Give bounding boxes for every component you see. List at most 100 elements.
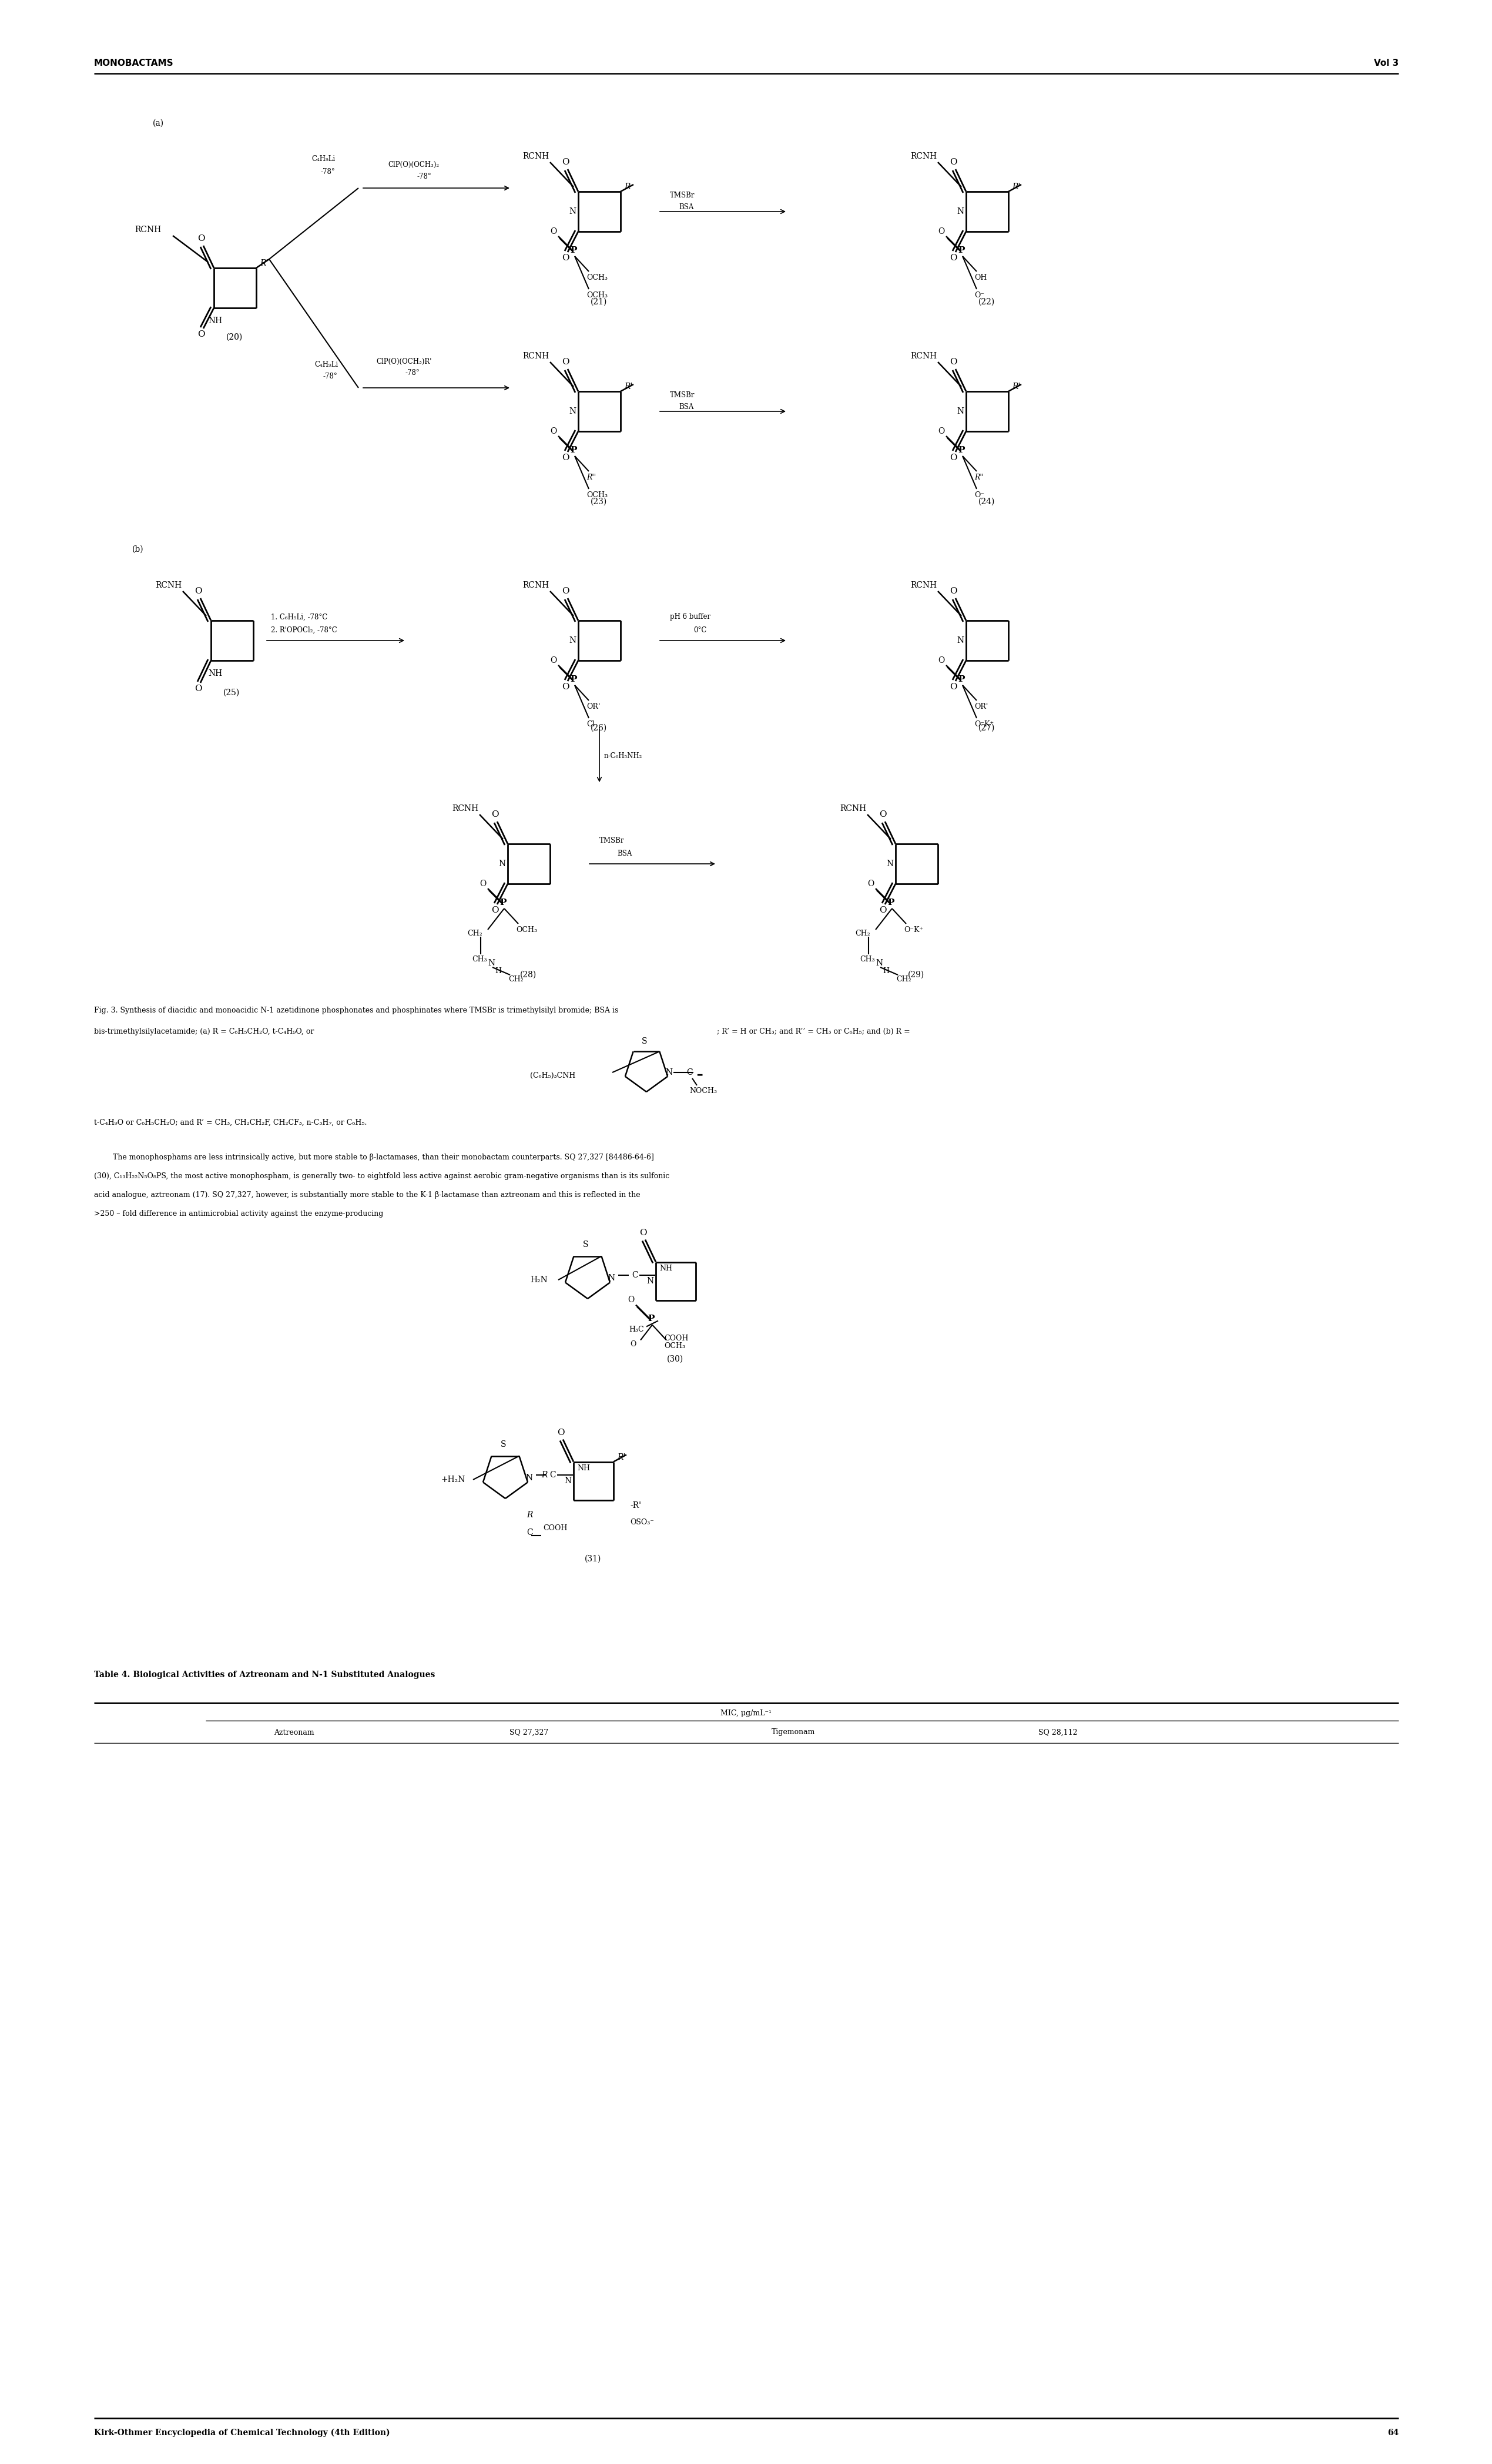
Text: O: O [194,685,201,692]
Text: COOH: COOH [543,1525,567,1533]
Text: C₄H₉Li: C₄H₉Li [312,155,336,163]
Text: BSA: BSA [679,402,694,411]
Text: RCNH: RCNH [840,803,867,813]
Text: S: S [501,1441,506,1449]
Text: (30): (30) [667,1355,683,1363]
Text: O: O [551,426,557,436]
Text: (28): (28) [521,971,537,978]
Text: ClP(O)(OCH₃)R': ClP(O)(OCH₃)R' [376,357,431,365]
Text: O: O [949,357,956,367]
Text: P: P [958,675,965,683]
Text: CH₂: CH₂ [509,976,524,983]
Text: P: P [570,675,577,683]
Text: NH: NH [207,318,222,325]
Text: (27): (27) [979,724,995,732]
Text: 64: 64 [1388,2430,1398,2437]
Text: N: N [568,636,576,646]
Text: O: O [879,907,886,914]
Text: N: N [886,860,894,867]
Text: n-C₆H₅NH₂: n-C₆H₅NH₂ [604,752,643,759]
Text: -78°: -78° [406,370,421,377]
Text: -78°: -78° [418,172,431,180]
Text: O: O [562,683,568,690]
Text: P: P [570,446,577,453]
Text: Fig. 3. Synthesis of diacidic and monoacidic N-1 azetidinone phosphonates and ph: Fig. 3. Synthesis of diacidic and monoac… [94,1008,618,1015]
Text: NH: NH [659,1264,673,1271]
Text: N: N [876,958,883,968]
Text: O: O [628,1296,634,1303]
Text: (30), C₁₃H₂₂N₅O₈PS, the most active monophospham, is generally two- to eightfold: (30), C₁₃H₂₂N₅O₈PS, the most active mono… [94,1173,670,1180]
Text: O⁻K⁺: O⁻K⁺ [904,926,924,934]
Text: +H₂N: +H₂N [440,1476,466,1483]
Text: Tigemonam: Tigemonam [771,1730,815,1737]
Text: P: P [570,246,577,254]
Text: N: N [568,407,576,416]
Text: SQ 28,112: SQ 28,112 [1038,1730,1077,1737]
Text: (29): (29) [909,971,925,978]
Text: C: C [549,1471,555,1478]
Text: OSO₃⁻: OSO₃⁻ [630,1518,653,1525]
Text: O: O [562,357,568,367]
Text: OCH₃: OCH₃ [516,926,537,934]
Text: OCH₃: OCH₃ [586,274,607,281]
Text: bis-trimethylsilylacetamide; (a) R = C₆H₅CH₂O, t-C₄H₉O, or: bis-trimethylsilylacetamide; (a) R = C₆H… [94,1027,313,1035]
Text: CH₃: CH₃ [471,956,486,963]
Text: O: O [879,811,886,818]
Text: Aztreonam: Aztreonam [273,1730,313,1737]
Text: R': R' [260,259,269,269]
Text: RCNH: RCNH [910,582,937,589]
Text: O: O [197,234,204,241]
Text: R': R' [618,1454,625,1461]
Text: t-C₄H₉O or C₆H₅CH₂O; and R’ = CH₃, CH₂CH₂F, CH₂CF₃, n-C₃H₇, or C₆H₅.: t-C₄H₉O or C₆H₅CH₂O; and R’ = CH₃, CH₂CH… [94,1119,367,1126]
Text: RCNH: RCNH [522,352,549,360]
Text: S: S [642,1037,648,1045]
Text: (25): (25) [224,690,240,697]
Text: RCNH: RCNH [910,153,937,160]
Text: O: O [562,254,568,261]
Text: N: N [607,1274,615,1281]
Text: -78°: -78° [321,168,334,175]
Text: Table 4. Biological Activities of Aztreonam and N-1 Substituted Analogues: Table 4. Biological Activities of Aztreo… [94,1671,436,1678]
Text: C₄H₉Li: C₄H₉Li [315,360,339,367]
Text: O: O [562,453,568,461]
Text: O: O [562,158,568,165]
Text: O⁻: O⁻ [974,490,985,498]
Text: C: C [631,1271,639,1279]
Text: ClP(O)(OCH₃)₂: ClP(O)(OCH₃)₂ [388,160,439,168]
Text: CH₃: CH₃ [859,956,874,963]
Text: Kirk-Othmer Encyclopedia of Chemical Technology (4th Edition): Kirk-Othmer Encyclopedia of Chemical Tec… [94,2430,389,2437]
Text: OH: OH [974,274,986,281]
Text: H₂N: H₂N [530,1276,548,1284]
Text: N: N [498,860,506,867]
Text: OCH₃: OCH₃ [586,490,607,498]
Text: MIC, μg/mL⁻¹: MIC, μg/mL⁻¹ [721,1710,771,1717]
Text: (a): (a) [152,118,164,128]
Text: 0°C: 0°C [694,626,707,633]
Text: MONOBACTAMS: MONOBACTAMS [94,59,173,69]
Text: -78°: -78° [324,372,337,379]
Text: RCNH: RCNH [522,153,549,160]
Text: O: O [630,1340,636,1348]
Text: OCH₃: OCH₃ [664,1343,685,1350]
Text: O: O [938,655,944,665]
Text: COOH: COOH [664,1335,688,1343]
Text: N: N [568,207,576,217]
Text: (24): (24) [979,498,995,505]
Text: OR': OR' [586,702,600,710]
Text: O: O [491,811,498,818]
Text: H: H [883,966,889,976]
Text: CH₂: CH₂ [855,929,870,939]
Text: NH: NH [577,1464,589,1471]
Text: 1. C₆H₅Li, -78°C: 1. C₆H₅Li, -78°C [272,614,327,621]
Text: The monophosphams are less intrinsically active, but more stable to β-lactamases: The monophosphams are less intrinsically… [94,1153,653,1161]
Text: P: P [888,899,894,907]
Text: O⁻K⁺: O⁻K⁺ [974,719,994,727]
Text: O: O [949,453,956,461]
Text: (20): (20) [227,333,243,342]
Text: N: N [525,1473,533,1481]
Text: R': R' [1012,382,1021,392]
Text: OCH₃: OCH₃ [586,291,607,298]
Text: TMSBr: TMSBr [600,835,624,845]
Text: O: O [949,683,956,690]
Text: N: N [956,207,964,217]
